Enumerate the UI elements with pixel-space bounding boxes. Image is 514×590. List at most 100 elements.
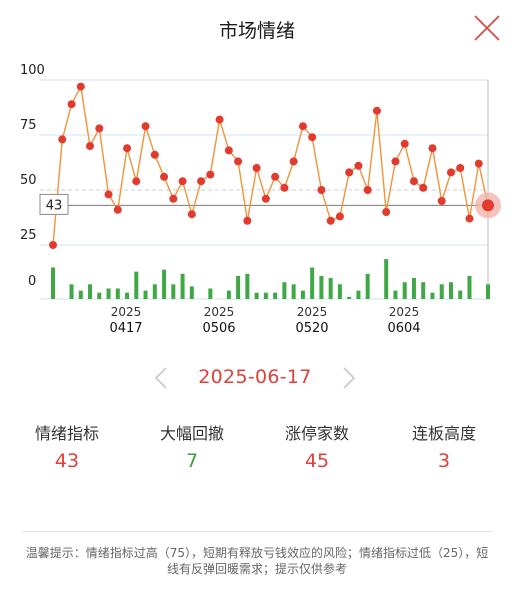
- y-tick-label: 0: [28, 274, 36, 289]
- volume-bar: [51, 267, 55, 299]
- volume-bar: [300, 290, 305, 299]
- volume-bar: [162, 269, 167, 299]
- data-point: [400, 139, 409, 148]
- volume-bar: [365, 273, 370, 299]
- data-point: [243, 216, 252, 225]
- header: 市场情绪: [0, 0, 514, 60]
- volume-bar: [291, 284, 296, 299]
- volume-bar: [347, 296, 352, 299]
- volume-bar: [226, 290, 231, 299]
- volume-bar: [486, 284, 490, 299]
- close-button[interactable]: [470, 12, 502, 44]
- highlight-point: [482, 199, 494, 212]
- current-date[interactable]: 2025-06-17: [198, 366, 312, 388]
- volume-bar: [467, 275, 472, 299]
- data-point: [86, 142, 95, 150]
- data-point: [308, 133, 317, 142]
- volume-bar: [152, 284, 157, 299]
- volume-bar: [143, 290, 148, 299]
- volume-bar: [356, 290, 361, 299]
- data-point: [372, 106, 381, 115]
- data-point: [456, 164, 465, 172]
- data-point: [419, 183, 428, 192]
- data-point: [224, 146, 233, 155]
- data-point: [252, 164, 261, 172]
- data-point: [58, 135, 67, 144]
- volume-bar: [236, 275, 241, 299]
- stat-sentiment: 情绪指标 43: [3, 420, 131, 472]
- next-date-button[interactable]: [336, 364, 360, 392]
- data-point: [271, 172, 280, 181]
- data-point: [187, 210, 196, 219]
- stat-limit-up-count: 涨停家数 45: [253, 420, 381, 472]
- data-point: [113, 205, 122, 214]
- volume-bar: [384, 259, 389, 299]
- data-point: [261, 194, 270, 203]
- data-point: [150, 150, 159, 159]
- volume-bar: [458, 290, 463, 299]
- data-point: [280, 183, 289, 192]
- data-point: [428, 144, 437, 153]
- volume-bar: [189, 286, 194, 299]
- y-tick-label: 50: [20, 173, 37, 188]
- data-point: [206, 170, 215, 179]
- sentiment-chart[interactable]: 100 75 50 25 0 43 2025 0417 2025 0506 2025 0520 2025…: [0, 60, 514, 350]
- x-tick-date: 0520: [295, 321, 328, 336]
- crosshair-value-box: [39, 193, 69, 215]
- stat-value: 3: [437, 450, 451, 472]
- volume-bar: [282, 282, 287, 299]
- data-point: [345, 168, 354, 177]
- stat-label: 涨停家数: [284, 424, 349, 443]
- sentiment-line: [52, 84, 489, 246]
- y-tick-label: 25: [20, 228, 37, 243]
- stat-value: 45: [304, 450, 330, 472]
- data-point: [354, 161, 363, 170]
- volume-bar: [319, 275, 324, 299]
- data-point: [160, 172, 169, 181]
- volume-bar: [310, 267, 315, 299]
- data-point: [363, 186, 372, 194]
- volume-bar: [263, 292, 268, 299]
- data-point: [317, 186, 326, 194]
- x-tick-year: 2025: [204, 305, 235, 319]
- data-point: [67, 100, 76, 109]
- stat-label: 大幅回撤: [159, 424, 224, 443]
- volume-bar: [430, 292, 435, 299]
- volume-bar: [69, 284, 74, 299]
- volume-bar: [97, 292, 102, 299]
- x-tick-date: 0506: [202, 321, 235, 336]
- data-point: [141, 122, 150, 131]
- chevron-left-icon: [154, 367, 167, 389]
- y-tick-label: 100: [20, 63, 45, 78]
- data-point: [326, 216, 335, 225]
- data-point: [76, 82, 85, 91]
- data-point: [446, 168, 455, 177]
- volume-bar: [421, 282, 426, 299]
- data-point: [382, 208, 391, 216]
- divider: [22, 531, 492, 532]
- volume-bar: [134, 271, 139, 299]
- crosshair-value: 43: [46, 198, 63, 213]
- tip-text: 温馨提示：情绪指标过高（75），短期有释放亏钱效应的风险；情绪指标过低（25），…: [25, 546, 489, 576]
- data-point: [178, 177, 187, 186]
- stats-row: 情绪指标 43 大幅回撤 7 涨停家数 45 连板高度 3: [0, 420, 514, 480]
- data-point: [215, 115, 224, 124]
- date-navigator: 2025-06-17: [0, 362, 514, 396]
- data-point: [465, 214, 474, 223]
- data-point: [49, 241, 57, 249]
- volume-bar: [171, 284, 176, 299]
- data-point: [474, 159, 483, 168]
- stat-drawdown: 大幅回撤 7: [128, 420, 256, 472]
- x-tick-year: 2025: [111, 305, 142, 319]
- volume-bar: [393, 290, 398, 299]
- stat-value: 7: [185, 450, 199, 472]
- prev-date-button[interactable]: [150, 364, 174, 392]
- x-tick-year: 2025: [389, 305, 420, 319]
- data-point: [95, 124, 104, 133]
- data-point: [391, 157, 400, 166]
- volume-bar: [88, 284, 93, 299]
- stat-value: 43: [54, 450, 80, 472]
- volume-bar: [448, 282, 453, 299]
- data-point: [169, 194, 178, 203]
- volume-bar: [78, 290, 83, 299]
